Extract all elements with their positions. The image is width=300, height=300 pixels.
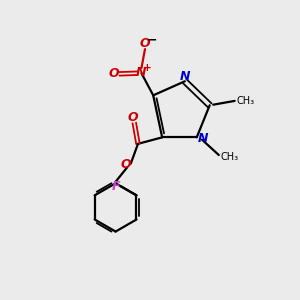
Text: −: − xyxy=(146,33,157,46)
Text: O: O xyxy=(140,37,150,50)
Text: N: N xyxy=(136,66,147,79)
Text: O: O xyxy=(108,67,119,80)
Text: N: N xyxy=(198,132,208,145)
Text: O: O xyxy=(121,158,132,171)
Text: +: + xyxy=(142,63,151,73)
Text: CH₃: CH₃ xyxy=(237,96,255,106)
Text: F: F xyxy=(112,180,120,193)
Text: CH₃: CH₃ xyxy=(220,152,238,162)
Text: O: O xyxy=(128,111,138,124)
Text: N: N xyxy=(180,70,191,83)
